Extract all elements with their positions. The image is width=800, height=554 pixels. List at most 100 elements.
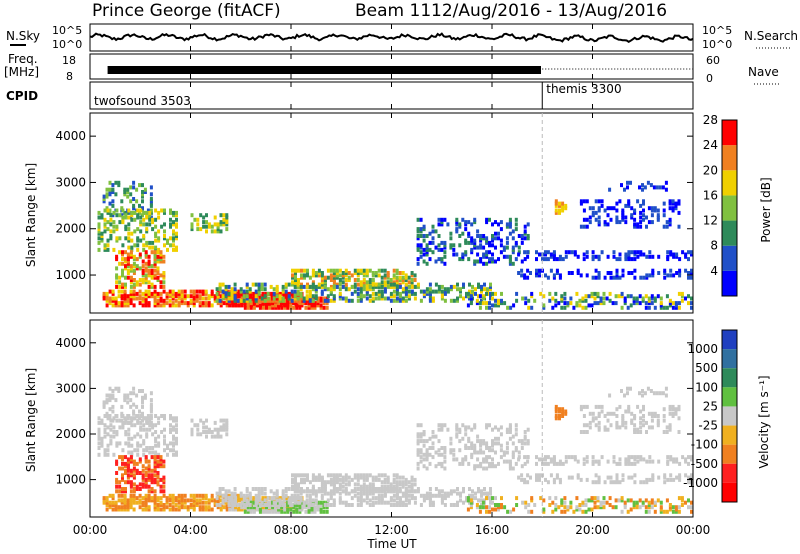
velocity-cell — [624, 409, 628, 414]
power-cell — [377, 268, 381, 273]
velocity-cell — [632, 503, 636, 507]
power-cell — [228, 301, 232, 306]
velocity-cell — [311, 487, 315, 491]
velocity-cell — [350, 496, 354, 501]
power-cell — [121, 243, 125, 248]
power-cell — [621, 217, 625, 222]
power-cell — [523, 236, 527, 241]
power-cell — [597, 257, 601, 262]
power-cell — [398, 271, 402, 275]
power-cell — [599, 296, 603, 301]
power-cell — [159, 296, 163, 301]
power-cell — [652, 185, 656, 190]
power-cell — [365, 282, 369, 287]
velocity-cell — [377, 473, 381, 478]
cpid-label: CPID — [6, 89, 38, 103]
velocity-cell — [320, 482, 324, 487]
velocity-cell — [486, 491, 489, 496]
power-cell — [294, 275, 297, 280]
velocity-cell — [362, 482, 366, 487]
power-cell — [271, 301, 275, 306]
velocity-cell — [443, 446, 447, 450]
velocity-cell — [419, 439, 423, 444]
ytick-label: 3000 — [55, 381, 86, 395]
velocity-cell — [213, 420, 217, 425]
power-cell — [665, 305, 669, 310]
power-cell — [374, 273, 378, 278]
velocity-cell — [428, 487, 432, 491]
velocity-cell — [386, 484, 390, 489]
velocity-cell — [144, 457, 148, 462]
power-cell — [560, 296, 564, 301]
power-cell — [252, 291, 256, 296]
velocity-cell — [157, 420, 161, 425]
power-cell — [147, 259, 151, 264]
velocity-cell — [653, 509, 657, 514]
velocity-cell — [335, 475, 339, 480]
velocity-cell — [639, 430, 643, 434]
power-cell — [123, 294, 127, 299]
velocity-cell — [153, 498, 157, 503]
power-cell — [371, 291, 375, 296]
power-cell — [124, 224, 128, 229]
power-cell — [338, 291, 342, 296]
velocity-cell — [162, 459, 166, 464]
velocity-cell — [377, 496, 381, 501]
velocity-cell — [479, 443, 483, 448]
velocity-cell — [359, 503, 363, 507]
velocity-cell — [632, 500, 636, 505]
power-cell — [190, 224, 194, 229]
power-cell — [156, 266, 160, 271]
velocity-cell — [335, 480, 339, 485]
power-cell — [300, 282, 303, 287]
nave-label: Nave — [748, 65, 779, 79]
velocity-cell — [341, 500, 345, 505]
power-cell — [289, 296, 293, 301]
velocity-cell — [677, 509, 681, 514]
velocity-cell — [100, 443, 104, 448]
power-cell — [196, 222, 200, 227]
power-cell — [233, 294, 237, 299]
velocity-cell — [674, 409, 678, 414]
velocity-cell — [576, 459, 580, 464]
power-cell — [597, 206, 601, 211]
power-cell — [123, 301, 127, 306]
power-cell — [332, 284, 336, 289]
power-cell — [630, 257, 634, 262]
power-cell — [153, 252, 157, 257]
power-cell — [368, 280, 372, 285]
power-cell — [456, 287, 459, 292]
velocity-cell — [459, 491, 462, 496]
power-cell — [632, 298, 636, 303]
power-cell — [100, 213, 104, 218]
power-cell — [431, 289, 435, 294]
velocity-cell — [401, 503, 405, 507]
power-cell — [633, 268, 637, 273]
power-cell — [365, 273, 369, 278]
power-cell — [485, 254, 489, 259]
velocity-cell — [281, 503, 285, 507]
power-cell — [341, 273, 345, 278]
velocity-cell — [108, 493, 112, 498]
power-cell — [111, 213, 115, 218]
power-cell — [641, 298, 645, 303]
velocity-cell — [198, 498, 202, 503]
velocity-cell — [168, 496, 172, 501]
velocity-cell — [365, 475, 369, 480]
power-cell — [123, 190, 127, 194]
velocity-cell — [153, 461, 157, 466]
power-cell — [177, 296, 181, 301]
power-cell — [109, 234, 113, 238]
power-cell — [281, 287, 285, 292]
velocity-cell — [395, 500, 399, 505]
velocity-cell — [153, 500, 157, 505]
velocity-cell — [344, 503, 348, 507]
power-cell — [180, 294, 184, 299]
power-cell — [144, 301, 148, 306]
velocity-cell — [620, 509, 624, 514]
power-cell — [609, 271, 613, 275]
power-cell — [293, 294, 297, 299]
velocity-cell — [597, 404, 601, 409]
power-cell — [353, 268, 357, 273]
velocity-cell — [615, 473, 619, 478]
